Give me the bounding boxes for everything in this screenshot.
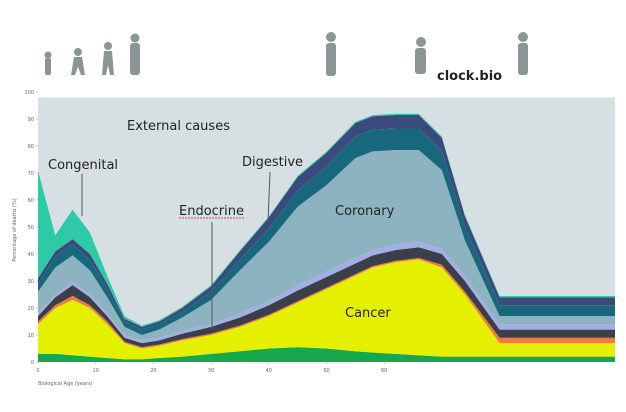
y-tick-label: 50 [28, 225, 34, 231]
x-axis-label: Biological Age (years) [38, 381, 93, 387]
area [38, 114, 615, 330]
age-figures [44, 32, 528, 76]
y-tick-label: 30 [28, 279, 34, 285]
area [38, 97, 615, 326]
annotation-label: External causes [127, 119, 230, 134]
annotation-label: Cancer [345, 306, 391, 321]
y-tick-label: 90 [28, 117, 34, 123]
x-tick-label: 60 [381, 368, 387, 374]
y-tick-label: 80 [28, 144, 34, 150]
x-tick-label: 40 [266, 368, 272, 374]
area [38, 258, 615, 349]
x-tick-label: 50 [323, 368, 329, 374]
y-tick-label: 10 [28, 333, 34, 339]
area [38, 128, 615, 335]
annotation-label: Congenital [48, 158, 118, 173]
x-tick-label: 10 [93, 368, 99, 374]
area [38, 259, 615, 360]
x-tick-label: 20 [150, 368, 156, 374]
y-tick-label: 70 [28, 171, 34, 177]
y-tick-label: 100 [24, 90, 34, 96]
y-axis-label: Percentage of deaths (%) [12, 198, 18, 261]
plot-area [38, 97, 615, 362]
annotation-pointer [267, 171, 271, 223]
x-tick-label: 0 [36, 368, 39, 374]
y-tick-label: 20 [28, 306, 34, 312]
y-tick-label: 40 [28, 252, 34, 258]
annotation-label: Digestive [242, 155, 303, 170]
annotation-label: Endocrine [179, 204, 244, 219]
y-tick-label: 0 [31, 360, 34, 366]
x-tick-label: 30 [208, 368, 214, 374]
brand: clock.bio [437, 69, 502, 84]
area [38, 347, 615, 362]
area [38, 247, 615, 348]
annotation-label: Coronary [335, 204, 395, 219]
area [38, 150, 615, 341]
y-tick-label: 60 [28, 198, 34, 204]
